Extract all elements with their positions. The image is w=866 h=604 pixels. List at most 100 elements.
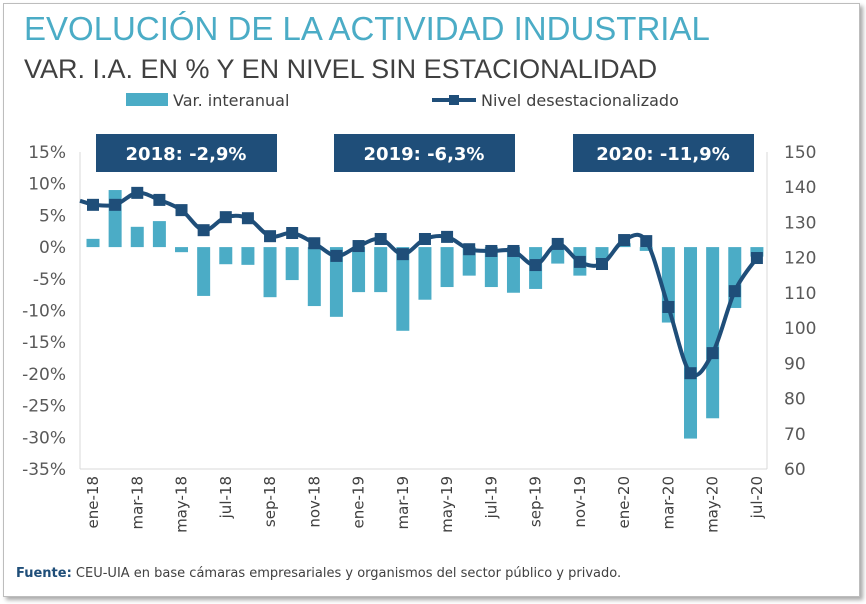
marker-ene-18 xyxy=(87,198,99,211)
y-left-tick: -5% xyxy=(33,270,66,290)
y-left-tick: 5% xyxy=(39,206,66,226)
y-right-tick: 110 xyxy=(784,284,816,304)
marker-ago-19 xyxy=(507,244,520,257)
marker-sep-19 xyxy=(529,259,542,272)
y-right-tick: 90 xyxy=(784,354,806,374)
marker-ago-18 xyxy=(241,212,254,225)
bar-feb-18 xyxy=(108,190,122,248)
x-tick-label: ene-19 xyxy=(350,476,368,528)
marker-dic-18 xyxy=(330,249,343,262)
x-tick-label: may-19 xyxy=(438,476,456,533)
marker-jul-19 xyxy=(485,244,498,257)
bar-may-20 xyxy=(706,247,720,419)
y-right-tick: 130 xyxy=(784,213,816,233)
source-text: CEU-UIA en base cámaras empresariales y … xyxy=(71,566,622,581)
x-tick-label: jul-18 xyxy=(217,476,235,519)
x-tick-label: mar-20 xyxy=(659,476,677,530)
y-left-tick: -25% xyxy=(22,397,66,417)
marker-feb-18 xyxy=(109,198,122,211)
bar-mar-19 xyxy=(396,247,410,331)
year-banner-text: 2019: -6,3% xyxy=(364,144,485,165)
y-right-tick: 70 xyxy=(784,425,806,445)
bar-may-19 xyxy=(440,247,454,288)
bar-feb-19 xyxy=(374,247,388,293)
bar-oct-19 xyxy=(551,247,565,264)
x-tick-label: sep-18 xyxy=(261,476,279,527)
bar-nov-18 xyxy=(307,247,321,307)
y-right-tick: 150 xyxy=(784,143,816,163)
marker-abr-19 xyxy=(418,232,431,245)
year-banner xyxy=(334,134,515,172)
y-left-tick: 15% xyxy=(28,143,66,163)
y-right-tick: 100 xyxy=(784,319,816,339)
marker-jun-20 xyxy=(728,285,741,298)
legend-bar-swatch xyxy=(126,93,168,106)
year-banner-text: 2018: -2,9% xyxy=(126,144,247,165)
year-banner xyxy=(96,134,277,172)
marker-may-18 xyxy=(175,204,188,217)
marker-feb-19 xyxy=(374,232,387,245)
marker-nov-19 xyxy=(573,255,586,268)
bar-abr-20 xyxy=(684,247,698,439)
x-tick-label: sep-19 xyxy=(527,476,545,527)
x-tick-label: nov-18 xyxy=(305,476,323,528)
bar-sep-18 xyxy=(263,247,277,298)
marker-ene-20 xyxy=(618,234,631,247)
bar-abr-18 xyxy=(152,221,166,248)
bar-ago-19 xyxy=(506,247,520,293)
y-right-tick: 120 xyxy=(784,249,816,269)
y-left-tick: -30% xyxy=(22,428,66,448)
marker-oct-19 xyxy=(551,237,564,250)
marker-abr-20 xyxy=(684,367,697,380)
bar-feb-20 xyxy=(639,247,653,251)
y-right-tick: 140 xyxy=(784,178,816,198)
bar-jul-20 xyxy=(750,247,764,257)
bar-jul-19 xyxy=(484,247,498,288)
marker-mar-19 xyxy=(396,248,409,261)
bar-ene-19 xyxy=(352,247,366,293)
bar-jun-18 xyxy=(197,247,211,296)
y-right-tick: 80 xyxy=(784,390,806,410)
marker-ene-19 xyxy=(352,240,365,253)
marker-mar-20 xyxy=(662,300,675,313)
bar-dic-18 xyxy=(329,247,343,317)
bar-dic-19 xyxy=(595,247,609,260)
marker-dic-19 xyxy=(595,258,608,271)
bar-ene-18 xyxy=(86,238,100,248)
marker-nov-18 xyxy=(308,237,321,250)
x-tick-label: mar-18 xyxy=(128,476,146,530)
bar-may-18 xyxy=(175,247,189,253)
y-left-tick: -20% xyxy=(22,365,66,385)
marker-mar-18 xyxy=(131,186,144,199)
x-tick-label: ene-18 xyxy=(84,476,102,528)
year-banner-text: 2020: -11,9% xyxy=(596,144,729,165)
marker-may-19 xyxy=(441,230,454,243)
legend-line-marker xyxy=(449,95,459,105)
marker-jun-18 xyxy=(197,224,210,237)
marker-jul-18 xyxy=(219,211,232,224)
marker-sep-18 xyxy=(264,230,277,243)
y-right-tick: 60 xyxy=(784,460,806,480)
x-tick-label: ene-20 xyxy=(615,476,633,528)
x-tick-label: mar-19 xyxy=(394,476,412,530)
marker-may-20 xyxy=(706,347,719,360)
legend-bar-label: Var. interanual xyxy=(173,91,289,110)
chart-title: EVOLUCIÓN DE LA ACTIVIDAD INDUSTRIAL xyxy=(24,10,710,47)
x-tick-label: nov-19 xyxy=(571,476,589,528)
y-left-tick: -10% xyxy=(22,302,66,322)
marker-jun-19 xyxy=(463,243,476,256)
y-left-tick: 10% xyxy=(28,175,66,195)
marker-oct-18 xyxy=(286,227,299,240)
bar-oct-18 xyxy=(285,247,299,281)
bar-mar-18 xyxy=(130,226,144,248)
source-note: Fuente: CEU-UIA en base cámaras empresar… xyxy=(16,566,621,581)
bar-jul-18 xyxy=(219,247,233,265)
x-tick-label: may-18 xyxy=(173,476,191,533)
legend: Var. interanual Nivel desestacionalizado xyxy=(126,91,679,110)
bar-abr-19 xyxy=(418,247,432,300)
legend-line-label: Nivel desestacionalizado xyxy=(481,91,679,110)
chart-subtitle: VAR. I.A. EN % Y EN NIVEL SIN ESTACIONAL… xyxy=(24,54,658,84)
year-banner xyxy=(573,134,754,172)
x-tick-label: jul-20 xyxy=(748,476,766,519)
